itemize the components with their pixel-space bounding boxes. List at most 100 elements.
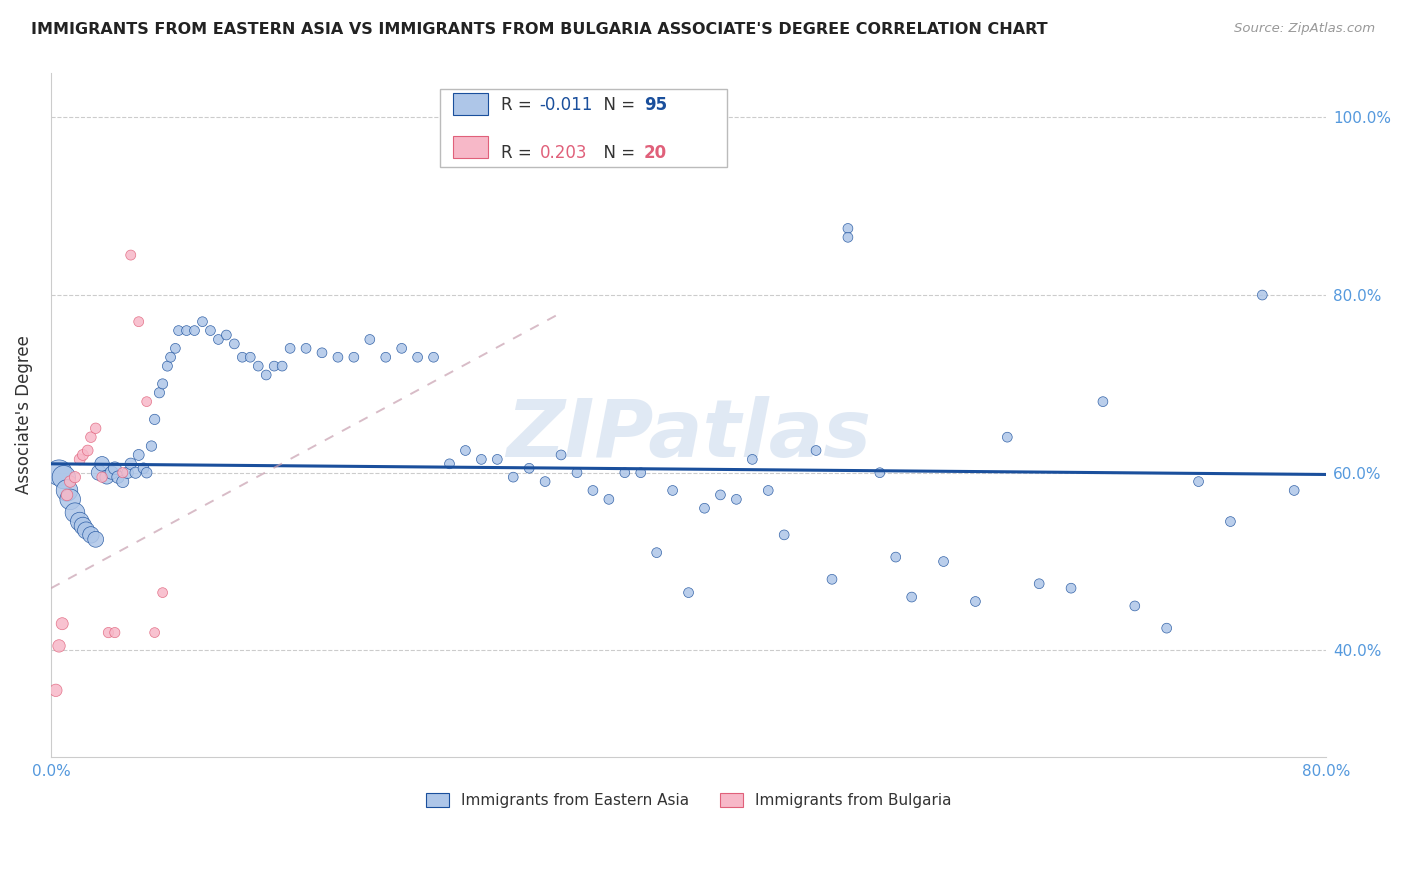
Point — [69, 515, 91, 529]
Point — [661, 483, 683, 498]
Point — [48, 639, 70, 653]
Point — [359, 333, 381, 347]
Bar — [440, 88, 727, 168]
Point — [76, 443, 98, 458]
Text: Source: ZipAtlas.com: Source: ZipAtlas.com — [1234, 22, 1375, 36]
Point — [111, 466, 134, 480]
Point — [191, 315, 214, 329]
Point — [741, 452, 763, 467]
Point — [1156, 621, 1178, 635]
Point — [1060, 581, 1083, 595]
Point — [239, 350, 262, 364]
Point — [422, 350, 444, 364]
Point — [254, 368, 277, 382]
Point — [80, 430, 103, 444]
Point — [1219, 515, 1241, 529]
Point — [63, 506, 86, 520]
Point — [75, 524, 97, 538]
Point — [132, 461, 155, 475]
Point — [613, 466, 636, 480]
Point — [630, 466, 652, 480]
Point — [107, 470, 129, 484]
Text: 20: 20 — [644, 145, 666, 162]
Point — [295, 342, 318, 356]
Point — [128, 315, 150, 329]
Point — [406, 350, 429, 364]
Point — [470, 452, 492, 467]
Point — [454, 443, 477, 458]
Point — [965, 594, 987, 608]
Point — [869, 466, 891, 480]
Point — [311, 345, 333, 359]
Y-axis label: Associate's Degree: Associate's Degree — [15, 335, 32, 494]
Point — [884, 550, 907, 565]
Text: IMMIGRANTS FROM EASTERN ASIA VS IMMIGRANTS FROM BULGARIA ASSOCIATE'S DEGREE CORR: IMMIGRANTS FROM EASTERN ASIA VS IMMIGRAN… — [31, 22, 1047, 37]
Point — [582, 483, 605, 498]
Point — [104, 625, 127, 640]
Point — [932, 555, 955, 569]
Point — [120, 457, 142, 471]
Point — [111, 475, 134, 489]
Point — [124, 466, 146, 480]
Point — [69, 452, 91, 467]
Point — [502, 470, 524, 484]
Point — [141, 439, 163, 453]
Point — [143, 412, 166, 426]
Point — [80, 528, 103, 542]
Point — [837, 230, 859, 244]
Text: ZIPatlas: ZIPatlas — [506, 396, 872, 475]
Point — [598, 492, 620, 507]
Point — [693, 501, 716, 516]
Point — [247, 359, 270, 373]
Point — [148, 385, 170, 400]
Point — [100, 466, 122, 480]
Point — [72, 519, 94, 533]
Point — [165, 342, 187, 356]
Point — [343, 350, 366, 364]
Point — [120, 248, 142, 262]
Point — [709, 488, 731, 502]
Point — [263, 359, 285, 373]
Point — [56, 483, 79, 498]
Text: -0.011: -0.011 — [540, 95, 593, 113]
Point — [271, 359, 294, 373]
Point — [565, 466, 588, 480]
Point — [135, 394, 157, 409]
Text: N =: N = — [593, 95, 640, 113]
Point — [167, 324, 190, 338]
Point — [1251, 288, 1274, 302]
Point — [534, 475, 557, 489]
Point — [215, 328, 238, 343]
Point — [51, 616, 73, 631]
Point — [91, 457, 114, 471]
Bar — [453, 136, 488, 158]
Point — [152, 585, 174, 599]
Point — [183, 324, 205, 338]
Point — [837, 221, 859, 235]
Point — [821, 572, 844, 586]
Bar — [453, 94, 488, 115]
Point — [1123, 599, 1146, 613]
Point — [45, 683, 67, 698]
Point — [725, 492, 748, 507]
Point — [900, 590, 922, 604]
Point — [128, 448, 150, 462]
Point — [52, 470, 75, 484]
Point — [804, 443, 827, 458]
Point — [176, 324, 198, 338]
Point — [56, 488, 79, 502]
Text: R =: R = — [501, 95, 537, 113]
Point — [91, 470, 114, 484]
Point — [143, 625, 166, 640]
Point — [84, 533, 107, 547]
Point — [87, 466, 110, 480]
Text: 0.203: 0.203 — [540, 145, 586, 162]
Point — [48, 466, 70, 480]
Point — [374, 350, 396, 364]
Point — [678, 585, 700, 599]
Point — [200, 324, 222, 338]
Point — [645, 546, 668, 560]
Point — [486, 452, 509, 467]
Point — [72, 448, 94, 462]
Point — [391, 342, 413, 356]
